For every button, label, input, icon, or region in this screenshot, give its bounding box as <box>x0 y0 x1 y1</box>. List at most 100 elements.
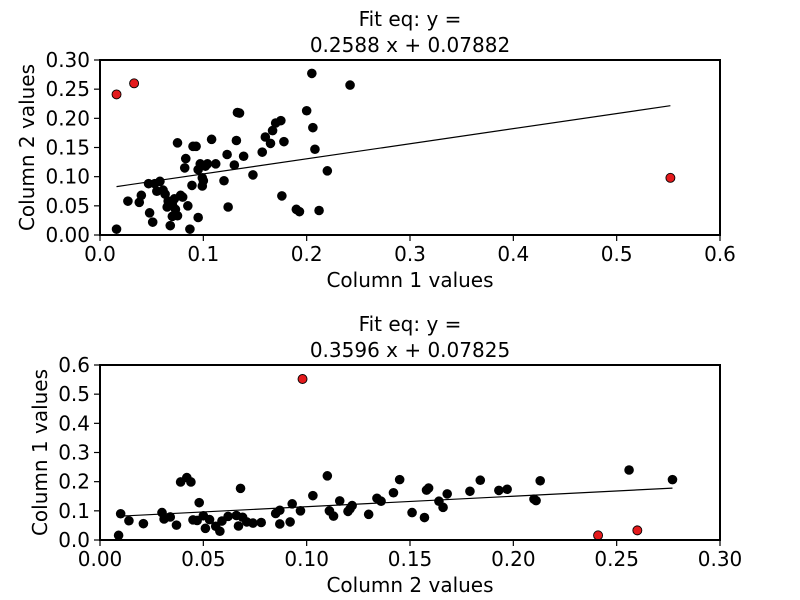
data-point <box>172 138 183 148</box>
x-tick-label: 0.30 <box>698 547 743 571</box>
data-point <box>185 224 195 234</box>
y-tick-label: 0.05 <box>45 194 90 218</box>
data-point <box>275 505 285 516</box>
data-point <box>210 159 221 169</box>
data-point <box>165 512 176 522</box>
data-point <box>202 159 213 169</box>
data-point <box>234 108 245 118</box>
data-point <box>394 474 405 485</box>
x-tick-label: 0.05 <box>181 547 226 571</box>
y-tick-label: 0.5 <box>58 382 90 406</box>
data-point <box>172 210 183 221</box>
data-point <box>200 523 211 534</box>
y-tick-label: 0.1 <box>58 499 90 523</box>
data-point <box>248 170 258 180</box>
x-tick-label: 0.10 <box>284 547 329 571</box>
data-point <box>265 138 276 149</box>
data-point <box>165 220 176 231</box>
y-axis-label: Column 2 values <box>15 64 39 231</box>
data-point <box>465 486 475 497</box>
y-tick-label: 0.10 <box>45 165 90 189</box>
fit-line <box>116 105 671 188</box>
data-point <box>111 224 122 234</box>
outlier-point <box>665 172 676 183</box>
data-point <box>223 202 233 212</box>
data-series <box>113 465 678 541</box>
data-point <box>194 497 204 508</box>
data-point <box>667 474 678 485</box>
data-point <box>494 485 504 496</box>
y-tick-label: 0.3 <box>58 441 90 465</box>
data-point <box>328 511 339 521</box>
outlier-point <box>297 374 308 384</box>
y-tick-label: 0.6 <box>58 353 90 377</box>
chart-title-line: Fit eq: y = <box>359 7 462 31</box>
outlier-point <box>129 78 140 89</box>
data-point <box>187 180 197 191</box>
x-tick-label: 0.2 <box>291 242 323 266</box>
chart-title-line: Fit eq: y = <box>359 312 462 336</box>
fit-line <box>118 487 673 517</box>
data-point <box>257 147 268 157</box>
data-point <box>310 144 320 155</box>
data-point <box>345 80 355 90</box>
data-point <box>215 526 225 537</box>
y-tick-label: 0.20 <box>45 106 90 130</box>
data-point <box>248 518 258 528</box>
data-point <box>235 483 246 494</box>
data-point <box>287 499 298 509</box>
data-point <box>260 132 271 142</box>
x-tick-label: 0.15 <box>388 547 433 571</box>
x-tick-label: 0.0 <box>84 242 116 266</box>
data-point <box>180 153 191 164</box>
x-tick-label: 0.20 <box>491 547 536 571</box>
y-tick-label: 0.4 <box>58 411 90 435</box>
x-axis-label: Column 1 values <box>326 268 493 292</box>
data-point <box>334 496 345 506</box>
data-point <box>229 160 240 170</box>
outlier-point <box>632 525 643 536</box>
data-point <box>198 175 209 186</box>
data-point <box>535 475 545 486</box>
data-point <box>256 517 267 528</box>
data-point <box>219 175 229 186</box>
outlier-point <box>593 530 604 541</box>
outlier-series <box>111 78 676 183</box>
data-point <box>285 517 295 527</box>
x-tick-label: 0.00 <box>78 547 123 571</box>
data-point <box>238 151 249 162</box>
data-point <box>277 191 287 201</box>
data-point <box>624 465 634 475</box>
data-series <box>111 68 355 234</box>
data-point <box>155 176 165 187</box>
y-tick-label: 0.00 <box>45 223 90 247</box>
data-point <box>475 475 486 486</box>
data-point <box>275 519 285 529</box>
data-point <box>442 489 453 499</box>
y-tick-label: 0.15 <box>45 136 90 160</box>
data-point <box>191 141 201 152</box>
data-point <box>138 518 149 529</box>
data-point <box>171 520 182 530</box>
data-point <box>136 190 147 201</box>
data-point <box>438 502 448 513</box>
data-point <box>322 166 333 176</box>
y-axis-label: Column 1 values <box>28 369 52 536</box>
data-point <box>407 507 417 518</box>
data-point <box>186 477 196 487</box>
data-point <box>231 135 242 146</box>
data-point <box>276 115 286 126</box>
data-point <box>388 487 399 498</box>
x-tick-label: 0.3 <box>394 242 426 266</box>
data-point <box>183 201 193 211</box>
data-point <box>223 511 233 522</box>
y-tick-label: 0.30 <box>45 48 90 72</box>
data-point <box>322 471 333 481</box>
data-point <box>307 68 317 79</box>
data-point <box>308 490 318 501</box>
y-tick-label: 0.25 <box>45 77 90 101</box>
data-point <box>531 495 541 506</box>
data-point <box>314 205 324 216</box>
data-point <box>295 506 306 516</box>
